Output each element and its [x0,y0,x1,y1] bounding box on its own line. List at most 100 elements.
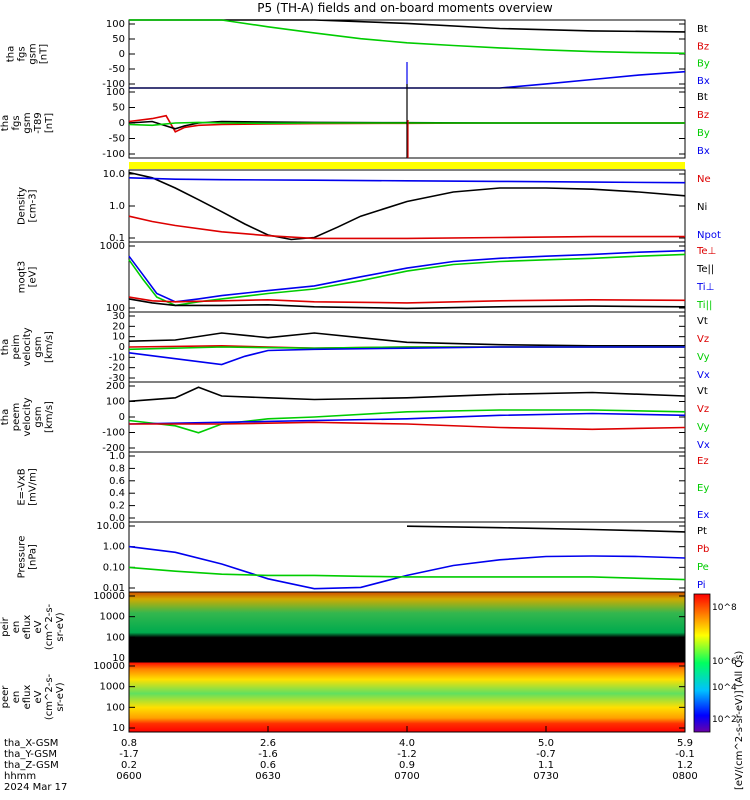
heatmaps-group: 10000 1000 100 10 thapeirenefluxeV(cm^2-s-sr… [0,591,686,734]
legend-entry: Vx [697,440,710,451]
legend-entry: Pb [697,544,709,555]
legend-entry: Npot [697,230,721,241]
y-axis-label: Pressure[nPa] [17,536,39,579]
y-tick-label: 0 [119,342,125,353]
legend-entry: Te|| [696,264,714,275]
x-row-label: tha_Y-GSM [4,749,57,760]
x-tick-label: 5.0 [538,738,554,749]
y-axis-label: thafgsgsm[nT] [6,43,50,64]
y-axis-label-line: fgs [17,46,28,61]
legend-entry: Vz [697,404,709,415]
y-tick-label: 50 [112,103,125,114]
y-axis-label-line: sr-eV) [55,612,66,641]
series-Vz [129,421,686,431]
y-axis-label-line: Density [17,187,28,225]
series-Vt [128,386,686,403]
y-axis-label-line: [km/s] [44,401,55,433]
legend-entry: By [697,59,710,70]
y-tick-label: 1000 [100,612,125,623]
y-axis-label-line: eV [33,690,44,703]
panels-group: 100500-50-100thafgsgsm[nT]BtBzByBx100500… [0,19,721,594]
legend-entry: Pi [697,580,706,591]
colorbar-tick: 10^6 [712,657,737,667]
y-axis-label-line: -T89 [33,112,44,134]
series-Ni [128,171,686,241]
y-tick-label: -100 [102,428,125,439]
colorbar-tick: 10^4 [712,683,737,693]
y-tick-label: 1.00 [103,542,125,553]
panel-e_vxb: 1.00.8 0.60.4 0.20.0 E=-VxB[mV/m] Ez Ey Ex [17,451,710,524]
legend-entry: Pe [697,562,709,573]
y-axis-label-line: gsm [33,406,44,427]
y-tick-label: 100 [106,19,125,30]
y-tick-label: -100 [102,79,125,90]
panel-moqt3: 1000 100 moqt3[eV] Te⊥ Te|| Ti⊥ Ti|| [17,241,717,314]
ion-spectrogram-noise [129,592,685,662]
x-tick-label: 0.9 [399,760,415,771]
y-tick-label: 10.0 [103,169,125,180]
panel-peir_eflux: 10000 1000 100 10 thapeirenefluxeV(cm^2-s-sr… [0,591,686,664]
legend-entry: By [697,128,710,139]
y-tick-label: 100 [106,87,125,98]
y-axis-label-line: tha [0,339,11,355]
y-tick-label: 100 [106,632,125,643]
y-tick-label: 0.0 [109,513,125,524]
panel-density: 10.0 1.0 0.1 Density[cm-3] Ne Ni Npot [17,169,721,244]
legend-entry: Vy [697,422,710,433]
y-axis-label-line: [nT] [44,113,55,133]
y-axis-label-line: tha [0,409,11,425]
y-axis-label: Density[cm-3] [17,187,39,225]
legend-entry: Vt [697,386,708,397]
y-axis-label-line: eflux [22,615,33,640]
y-axis-label-line: peer [0,685,11,709]
y-tick-label: 200 [106,381,125,392]
y-tick-label: -100 [102,149,125,160]
colorbar-tick: 10^8 [712,603,737,613]
y-tick-label: -50 [109,64,125,75]
panel-peem_velocity: 200 100 0 -100 -200 thapeemvelocitygsm[km/s] V… [0,381,710,454]
y-tick-label: 0 [119,412,125,423]
series-Pe [128,566,686,581]
y-tick-label: 0.1 [109,233,125,244]
x-tick-label: 0.6 [260,760,276,771]
y-axis-label-line: sr-eV) [55,682,66,711]
y-axis-label-line: peir [0,616,11,636]
y-axis-label-line: peim [11,334,22,359]
y-tick-label: 100 [106,702,125,713]
y-axis-label-line: fgs [11,115,22,130]
y-tick-label: 10 [112,653,125,664]
y-axis-label-line: gsm [33,336,44,357]
y-tick-label: 0.10 [103,562,125,573]
y-axis-label-line: [nT] [39,44,50,64]
y-axis-label-line: eV [33,620,44,633]
y-axis-label-line: [cm-3] [28,189,39,222]
y-axis-label: moqt3[eV] [17,261,39,294]
y-axis-label-line: moqt3 [17,261,28,294]
legend-entry: Bt [697,24,708,35]
x-tick-label: 1.2 [677,760,693,771]
panel-frame [128,451,686,523]
y-axis-label-line: velocity [22,397,33,436]
y-tick-label: 1000 [100,241,125,252]
legend-entry: Vt [697,316,708,327]
y-axis-label-line: (cm^2-s- [44,603,55,650]
y-axis-label-line: [eV] [28,267,39,288]
y-axis-label: thapeerenefluxeV(cm^2-s-sr-eV) [0,673,66,720]
y-tick-label: 0.8 [109,463,125,474]
series-Te|| [128,298,686,310]
series-Vy [128,409,686,434]
y-tick-label: 10000 [93,591,125,602]
y-axis-label: E=-VxB[mV/m] [17,468,39,506]
legend-entry: Te⊥ [696,246,716,257]
chart-title: P5 (TH-A) fields and on-board moments ov… [257,1,553,15]
series-Pi [128,545,686,590]
y-tick-label: 0 [119,49,125,60]
series-Bt [129,19,686,33]
series-Ne [128,215,685,240]
y-axis-label-line: en [11,691,22,704]
colorbar-tick: 10^2 [712,715,737,725]
legend-entry: Ez [697,456,709,467]
x-tick-label: 0.2 [121,760,137,771]
y-tick-label: 0.6 [109,476,125,487]
